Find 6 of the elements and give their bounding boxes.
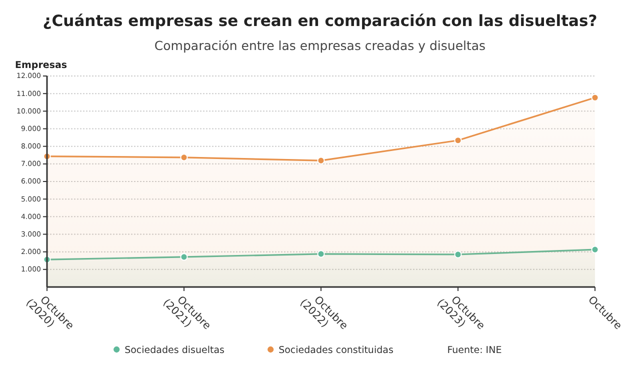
- legend-label: Sociedades constituidas: [278, 345, 394, 356]
- y-axis-title: Empresas: [15, 60, 68, 71]
- chart-title: ¿Cuántas empresas se crean en comparación con las disueltas?: [42, 12, 598, 30]
- legend-label: Sociedades disueltas: [124, 345, 225, 356]
- source-note: Fuente: INE: [447, 345, 502, 356]
- chart-subtitle: Comparación entre las empresas creadas y disueltas: [154, 38, 486, 53]
